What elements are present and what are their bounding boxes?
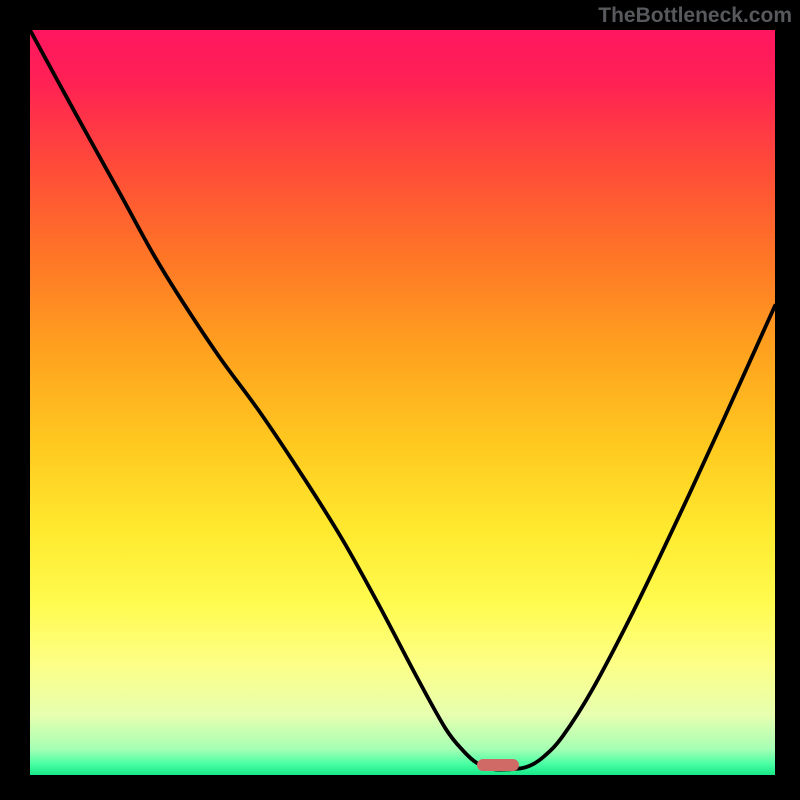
optimal-marker <box>477 759 519 771</box>
watermark-text: TheBottleneck.com <box>598 4 792 28</box>
curve-path <box>30 30 775 770</box>
bottleneck-chart <box>30 30 775 775</box>
bottleneck-curve <box>30 30 775 775</box>
